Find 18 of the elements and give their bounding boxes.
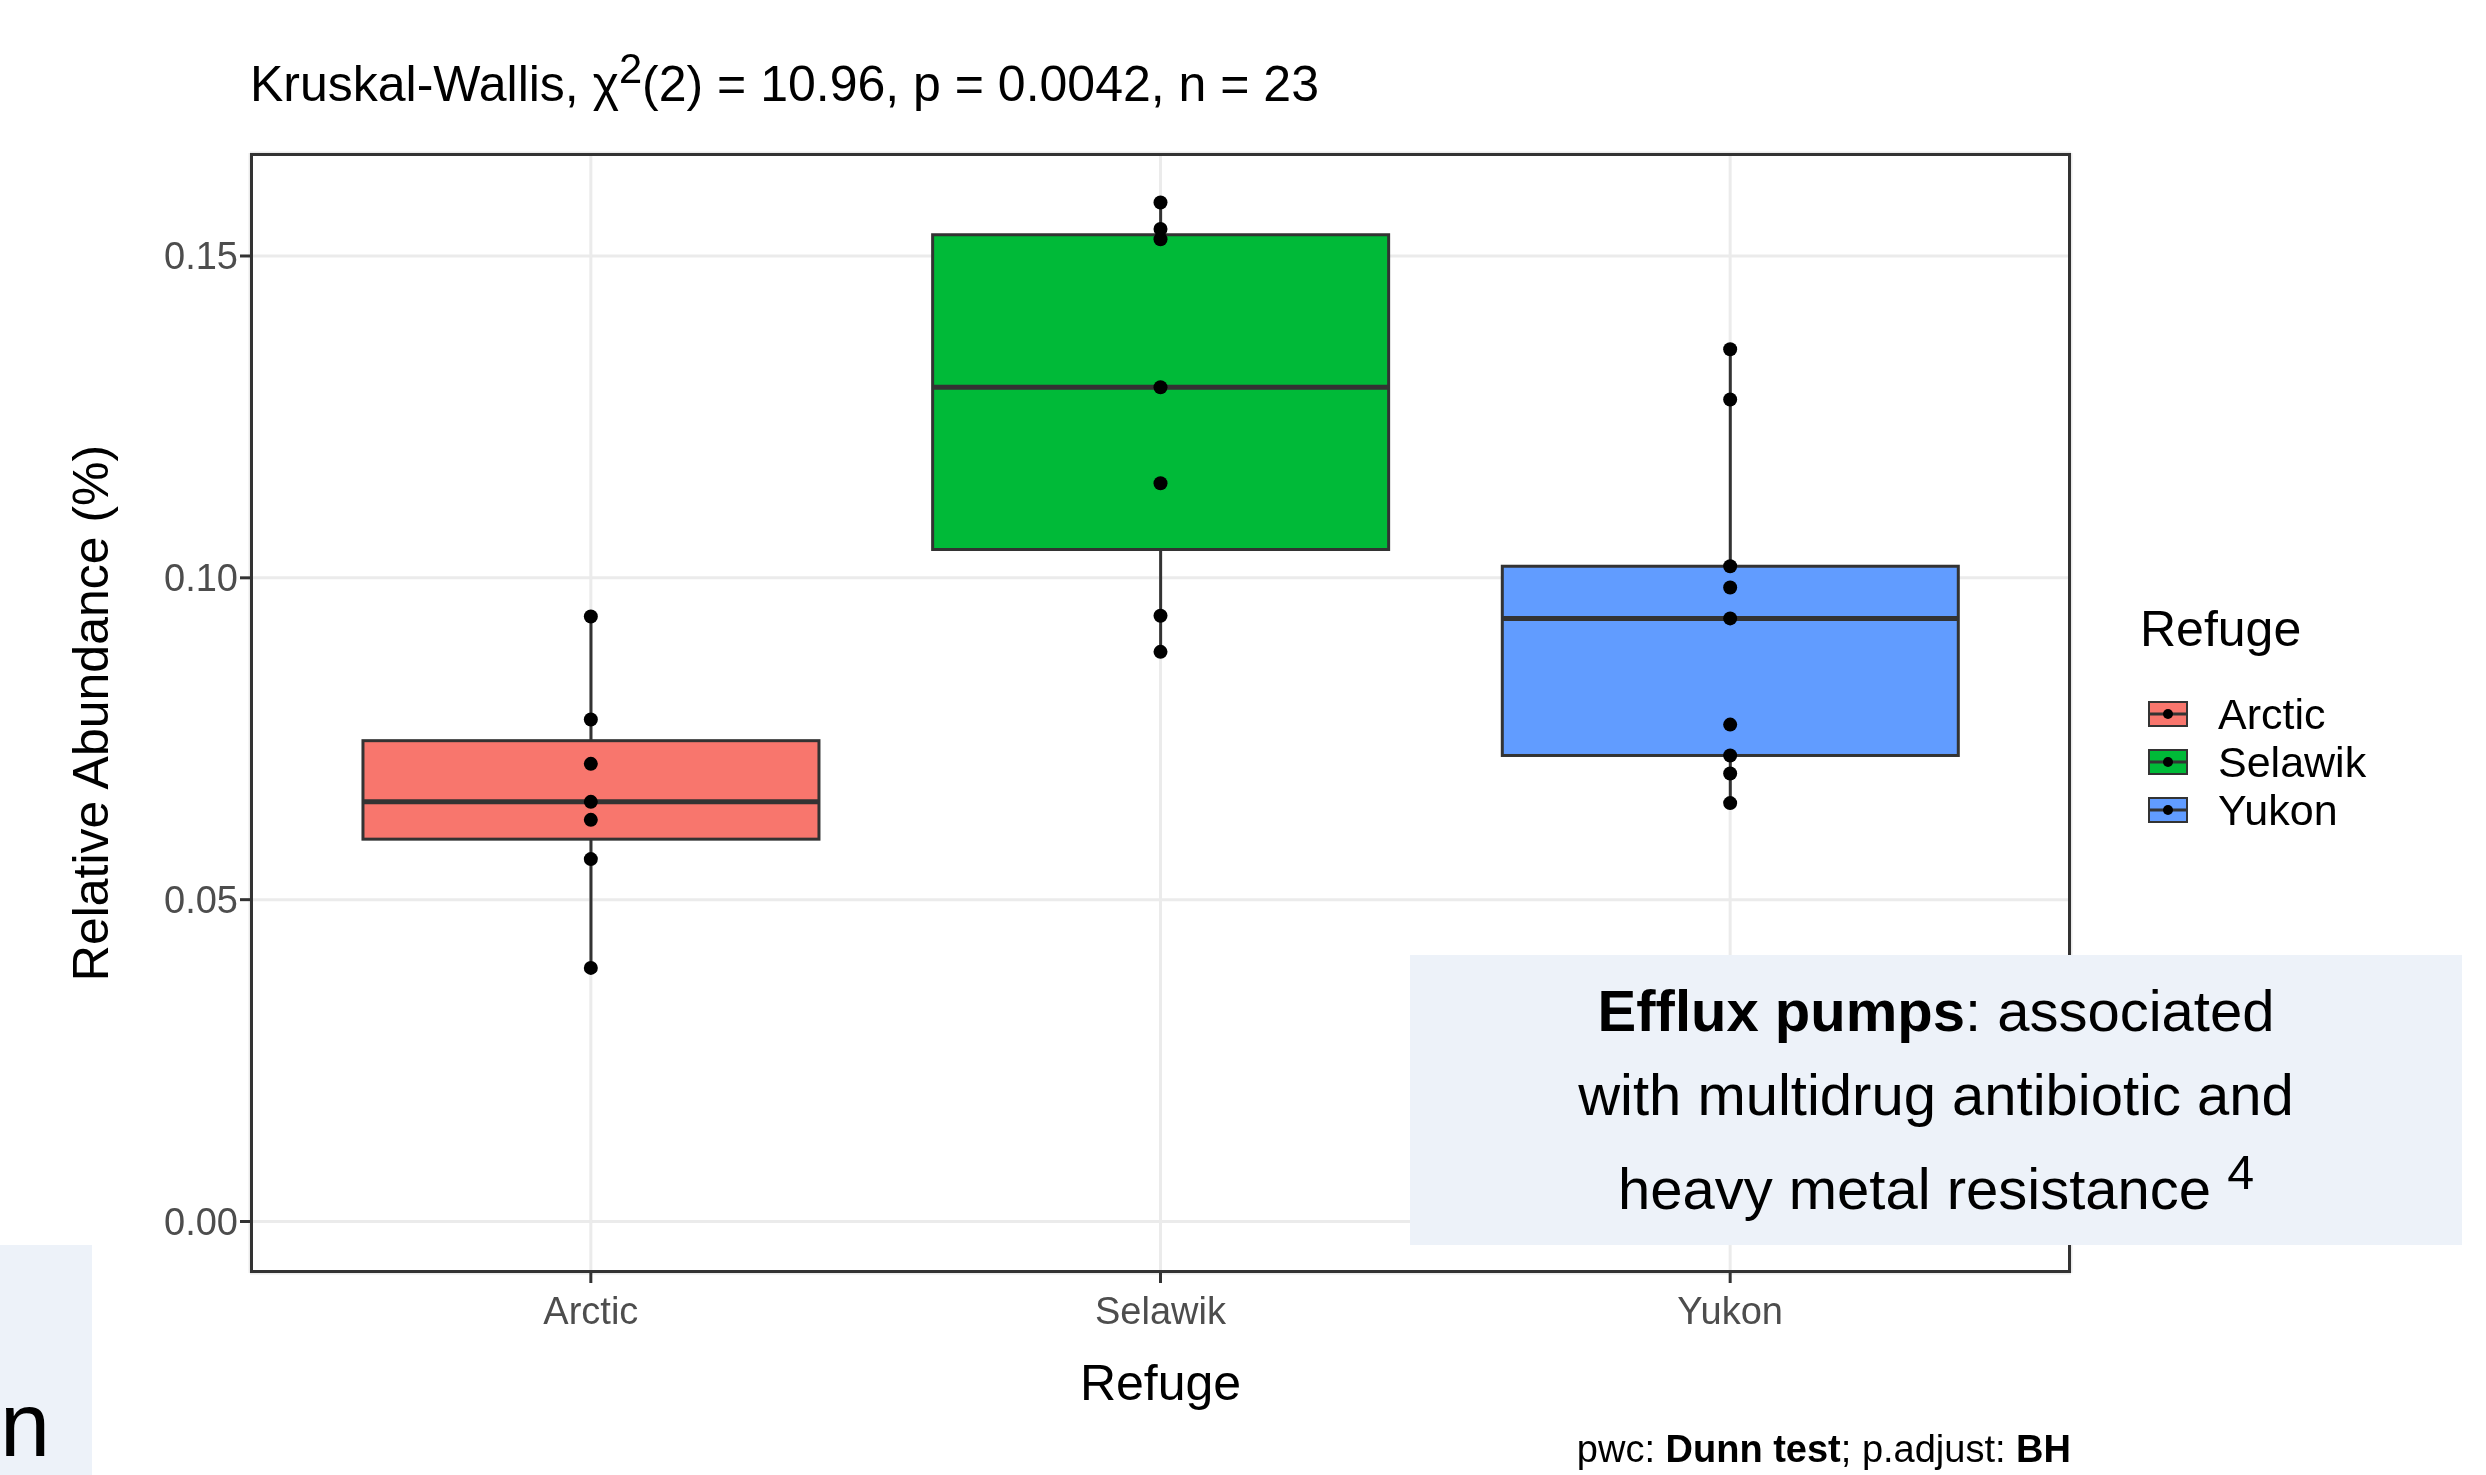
chart-title: Kruskal-Wallis, χ$^{2}$(2) = 10.96, p = 0.0042, n = 23 [250, 45, 1319, 113]
y-tick-label: 0.05 [164, 879, 238, 922]
text: pwc: Dunn test; p.adjust: BH [1576, 1428, 2071, 1471]
x-tick-label: Yukon [1677, 1289, 1783, 1332]
x-axis-title: Refuge [1079, 1355, 1242, 1411]
legend-label: Yukon [2218, 785, 2338, 835]
y-tick-label: 0.00 [164, 1201, 238, 1243]
callout-box: Efflux pumps: associated with multidrug antibiotic and heavy metal resistance $^{4}$ [1410, 955, 2462, 1245]
y-tick-label: 0.15 [164, 235, 238, 278]
text: n [0, 1245, 92, 1475]
legend-label: Arctic [2218, 689, 2326, 739]
annotation: Efflux pumps: associated with multidrug antibiotic and heavy metal resistance $^{4}$ [1577, 976, 2295, 1224]
x-tick-label: Arctic [543, 1289, 639, 1332]
x-tick-label: Selawik [1095, 1289, 1227, 1332]
y-tick-label: 0.10 [164, 557, 238, 600]
legend-label: Selawik [2218, 737, 2367, 787]
y-axis-title: Relative Abundance (%) [62, 444, 119, 982]
legend-title: Refuge [2140, 600, 2303, 658]
